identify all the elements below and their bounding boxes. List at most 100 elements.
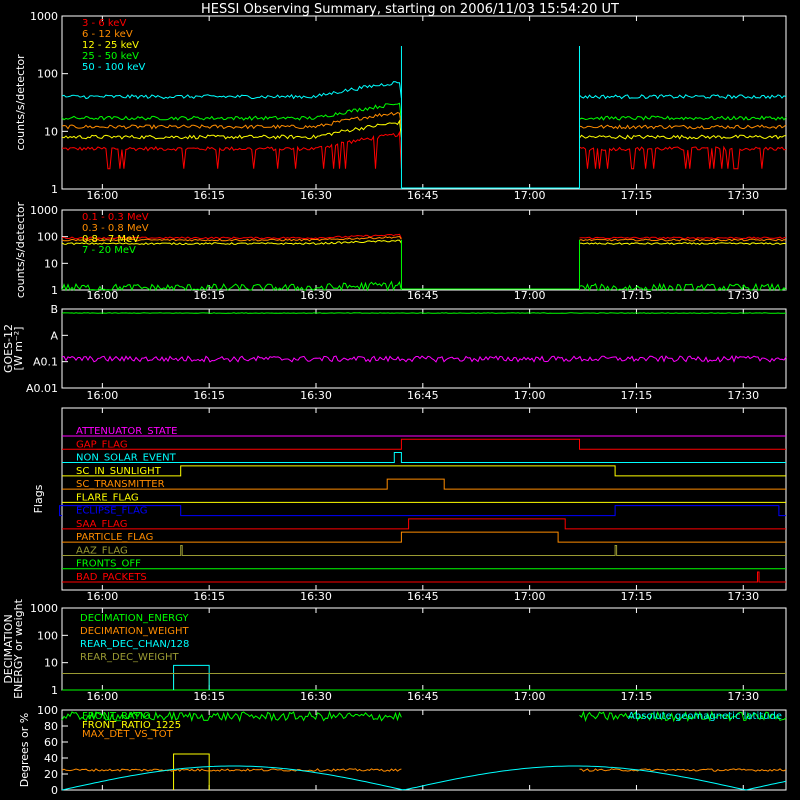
lightcurve-high-ytick-label: 1000 — [30, 204, 58, 217]
flag-label: SC_TRANSMITTER — [76, 479, 165, 490]
ratios-series-line — [61, 768, 402, 772]
goes-xtick-label: 17:15 — [621, 389, 653, 402]
lightcurve-high-legend-entry: 0.8 - 7 MeV — [82, 234, 139, 245]
flag-label: NON_SOLAR_EVENT — [76, 453, 177, 464]
goes-frame — [61, 308, 787, 389]
goes-xtick-label: 16:15 — [193, 389, 225, 402]
flag-label: ATTENUATOR_STATE — [76, 426, 177, 437]
ratios-ytick-label: 60 — [44, 736, 58, 749]
decimation-ytick-label: 1000 — [30, 602, 58, 615]
lightcurve-low-xtick-label: 17:30 — [727, 189, 759, 202]
flag-trace — [62, 518, 786, 530]
lightcurve-low-legend-entry: 3 - 6 keV — [82, 18, 126, 29]
lightcurve-high-series-line — [61, 239, 402, 246]
ratios-series-line — [173, 753, 210, 790]
flags-panel: 16:00 16:15 16:30 16:45 17:00 17:15 17:30 Flags… — [32, 407, 787, 603]
flag-label: SAA_FLAG — [76, 519, 127, 530]
lightcurve-low-xtick-label: 17:00 — [514, 189, 546, 202]
flag-label: SC_IN_SUNLIGHT — [76, 466, 162, 477]
flags-xtick-label: 16:15 — [193, 590, 225, 603]
lightcurve-high-series-line — [579, 236, 787, 240]
decimation-ylabel-2: ENERGY or weight — [12, 598, 25, 698]
lightcurve-high-series-line — [579, 282, 787, 292]
decimation-xtick-label: 16:15 — [193, 690, 225, 703]
lightcurve-high-ytick-label: 1 — [51, 284, 58, 297]
decimation-xtick-label: 16:45 — [407, 690, 439, 703]
ratios-panel: 0 20 40 60 80 100 Degrees or % FRONT_RATIOFRONT… — [18, 704, 787, 797]
lightcurve-high-legend-entry: 7 - 20 MeV — [82, 245, 136, 256]
lightcurve-high-xtick-label: 16:30 — [300, 289, 332, 302]
goes-ylabel-units: [W m⁻²] — [12, 327, 25, 371]
lightcurve-low-xtick-label: 17:15 — [621, 189, 653, 202]
flag-label: PARTICLE_FLAG — [76, 532, 153, 543]
lightcurve-high-xtick-label: 16:15 — [193, 289, 225, 302]
decimation-ytick-label: 1 — [51, 684, 58, 697]
goes-ylabel: GOES-12 — [2, 324, 15, 373]
lightcurve-high-xtick-label: 17:30 — [727, 289, 759, 302]
lightcurve-low-legend-entry: 50 - 100 keV — [82, 62, 146, 73]
panels: 16:00 16:15 16:30 16:45 17:00 17:15 17:3011010… — [2, 10, 787, 797]
decimation-legend-entry: REAR_DEC_CHAN/128 — [80, 639, 189, 650]
lightcurve-low-ytick-label: 1 — [51, 183, 58, 196]
ratios-annotation: Absolute geomagnetic latitude — [628, 711, 782, 722]
flag-trace — [62, 571, 786, 583]
goes-xtick-label: 16:30 — [300, 389, 332, 402]
ratios-legend-entry: MAX_DET_VS_TOT — [82, 729, 174, 740]
lightcurve-low-ylabel: counts/s/detector — [14, 54, 27, 151]
goes-xtick-label: 17:30 — [727, 389, 759, 402]
ratios-series-line — [61, 765, 787, 791]
flag-trace — [62, 544, 786, 556]
decimation-ylabel: DECIMATION — [2, 614, 15, 683]
ratios-ytick-label: 100 — [37, 704, 58, 717]
lightcurve-high-series-line — [61, 280, 402, 292]
decimation-legend-entry: REAR_DEC_WEIGHT — [80, 652, 179, 663]
ratios-series-line — [61, 710, 402, 723]
flag-label: GAP_FLAG — [76, 439, 128, 450]
lightcurve-high-frame — [61, 209, 787, 291]
goes-xtick-label: 16:45 — [407, 389, 439, 402]
goes-series-line — [61, 355, 787, 363]
flag-trace — [62, 452, 786, 464]
decimation-xtick-label: 17:15 — [621, 690, 653, 703]
flags-xtick-label: 17:15 — [621, 590, 653, 603]
flags-xtick-label: 16:45 — [407, 590, 439, 603]
decimation-legend-entry: DECIMATION_ENERGY — [80, 613, 189, 624]
lightcurve-high-xtick-label: 16:45 — [407, 289, 439, 302]
lightcurve-low-ytick-label: 10 — [44, 125, 58, 138]
lightcurve-low-series-line — [61, 81, 402, 100]
lightcurve-high-series-line — [579, 238, 787, 242]
lightcurve-low-xtick-label: 16:00 — [87, 189, 119, 202]
goes-ytick-label: A — [50, 329, 58, 342]
goes-ytick-label: B — [50, 303, 58, 316]
ratios-ytick-label: 20 — [44, 768, 58, 781]
lightcurve-low-series-line — [61, 130, 402, 170]
figure-title: HESSI Observing Summary, starting on 200… — [201, 2, 619, 17]
flag-trace — [62, 531, 786, 543]
lightcurve-low-series-line — [579, 115, 787, 121]
goes-ytick-label: A0.01 — [26, 382, 58, 395]
flag-label: BAD_PACKETS — [76, 572, 147, 583]
flags-xtick-label: 16:30 — [300, 590, 332, 603]
lightcurve-low-series-line — [579, 145, 787, 170]
lightcurve-low-series-line — [61, 119, 402, 140]
ratios-legend-entry: FRONT_RATIO — [82, 711, 151, 722]
goes-series-line — [61, 312, 787, 314]
flag-label: FLARE_FLAG — [76, 492, 139, 503]
lightcurve-low-xtick-label: 16:15 — [193, 189, 225, 202]
ratios-ylabel: Degrees or % — [18, 713, 31, 787]
flag-trace — [62, 465, 786, 477]
lightcurve-high-series-line — [61, 233, 402, 240]
decimation-ytick-label: 10 — [44, 657, 58, 670]
flag-label: ECLIPSE_FLAG — [76, 506, 147, 517]
goes-ytick-label: A0.1 — [33, 356, 58, 369]
decimation-legend-entry: DECIMATION_WEIGHT — [80, 626, 189, 637]
lightcurve-low-panel: 16:00 16:15 16:30 16:45 17:00 17:15 17:30 1 10 10… — [14, 10, 787, 202]
flag-label: AAZ_FLAG — [76, 545, 128, 556]
flags-xtick-label: 16:00 — [87, 590, 119, 603]
lightcurve-high-xtick-label: 17:15 — [621, 289, 653, 302]
decimation-ytick-label: 100 — [37, 629, 58, 642]
lightcurve-high-legend-entry: 0.1 - 0.3 MeV — [82, 212, 149, 223]
lightcurve-low-ytick-label: 100 — [37, 68, 58, 81]
flag-trace — [62, 478, 786, 490]
decimation-xtick-label: 16:00 — [87, 690, 119, 703]
